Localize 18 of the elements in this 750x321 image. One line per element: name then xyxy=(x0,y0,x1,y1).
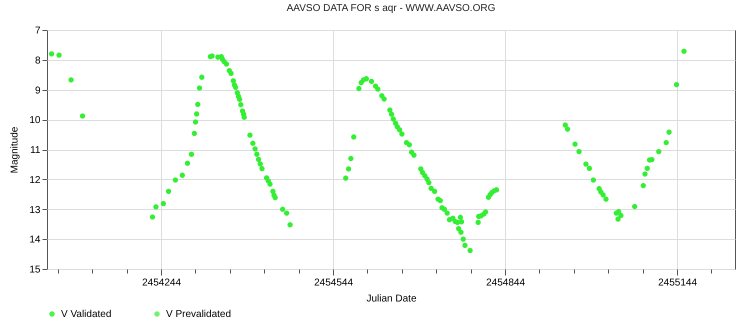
x-axis-title: Julian Date xyxy=(366,294,417,304)
y-tick-label: 13 xyxy=(29,204,41,216)
x-tick-label: 2454244 xyxy=(142,278,182,288)
legend-label: V Prevalidated xyxy=(166,309,232,320)
y-axis-title: Magnitude xyxy=(9,126,20,174)
y-tick-label: 11 xyxy=(30,145,41,156)
y-tick-label: 14 xyxy=(29,234,41,246)
chart-title: AAVSO DATA FOR s aqr - WWW.AAVSO.ORG xyxy=(286,3,496,14)
y-tick-label: 9 xyxy=(34,85,41,96)
y-tick-label: 8 xyxy=(34,55,41,66)
y-tick-label: 12 xyxy=(29,174,41,186)
x-tick-label: 2454844 xyxy=(486,278,526,288)
x-tick-label: 2454544 xyxy=(314,278,354,288)
legend-label: V Validated xyxy=(61,309,112,320)
y-tick-label: 10 xyxy=(29,115,41,126)
x-tick-label: 2455144 xyxy=(658,278,698,288)
y-tick-label: 7 xyxy=(34,26,41,36)
y-tick-label: 15 xyxy=(29,264,41,276)
